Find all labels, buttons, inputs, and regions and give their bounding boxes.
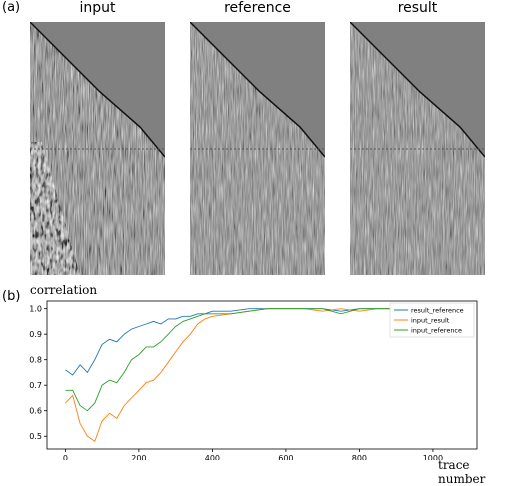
x-tick-label: 0 xyxy=(63,454,68,460)
series-line-input-reference xyxy=(65,308,397,412)
x-axis-label: trace number xyxy=(438,458,486,486)
x-tick-label: 1000 xyxy=(423,454,443,460)
y-tick-label: 0.9 xyxy=(29,330,42,339)
seismic-image-input xyxy=(30,22,165,275)
y-tick-label: 0.7 xyxy=(29,381,42,390)
seismic-title-reference: reference xyxy=(224,0,291,16)
legend-label: result_reference xyxy=(411,307,464,315)
panel-b-label: (b) xyxy=(2,289,21,304)
y-tick-label: 0.5 xyxy=(29,432,42,441)
legend-label: input_reference xyxy=(411,327,462,335)
x-tick-label: 400 xyxy=(205,454,220,460)
y-tick-label: 1.0 xyxy=(29,305,42,314)
seismic-image-result xyxy=(350,22,485,275)
series-line-input-result xyxy=(65,308,397,443)
correlation-chart: 0.5 0.6 0.7 0.8 0.9 1.0 0 200 400 600 800 1000 res… xyxy=(29,300,478,460)
seismic-title-input: input xyxy=(79,0,116,16)
y-axis-label: correlation xyxy=(30,283,98,297)
y-tick-label: 0.6 xyxy=(29,407,42,416)
panel-a-label: (a) xyxy=(2,0,21,15)
y-tick-label: 0.8 xyxy=(29,356,42,365)
plot-frame xyxy=(46,300,478,450)
series-line-result-reference xyxy=(65,308,397,376)
legend-label: input_result xyxy=(411,317,450,325)
x-tick-label: 200 xyxy=(131,454,146,460)
seismic-title-result: result xyxy=(397,0,438,16)
x-tick-label: 600 xyxy=(278,454,293,460)
legend: result_reference input_result input_refere… xyxy=(389,302,475,338)
x-tick-label: 800 xyxy=(352,454,367,460)
seismic-image-reference xyxy=(190,22,325,275)
